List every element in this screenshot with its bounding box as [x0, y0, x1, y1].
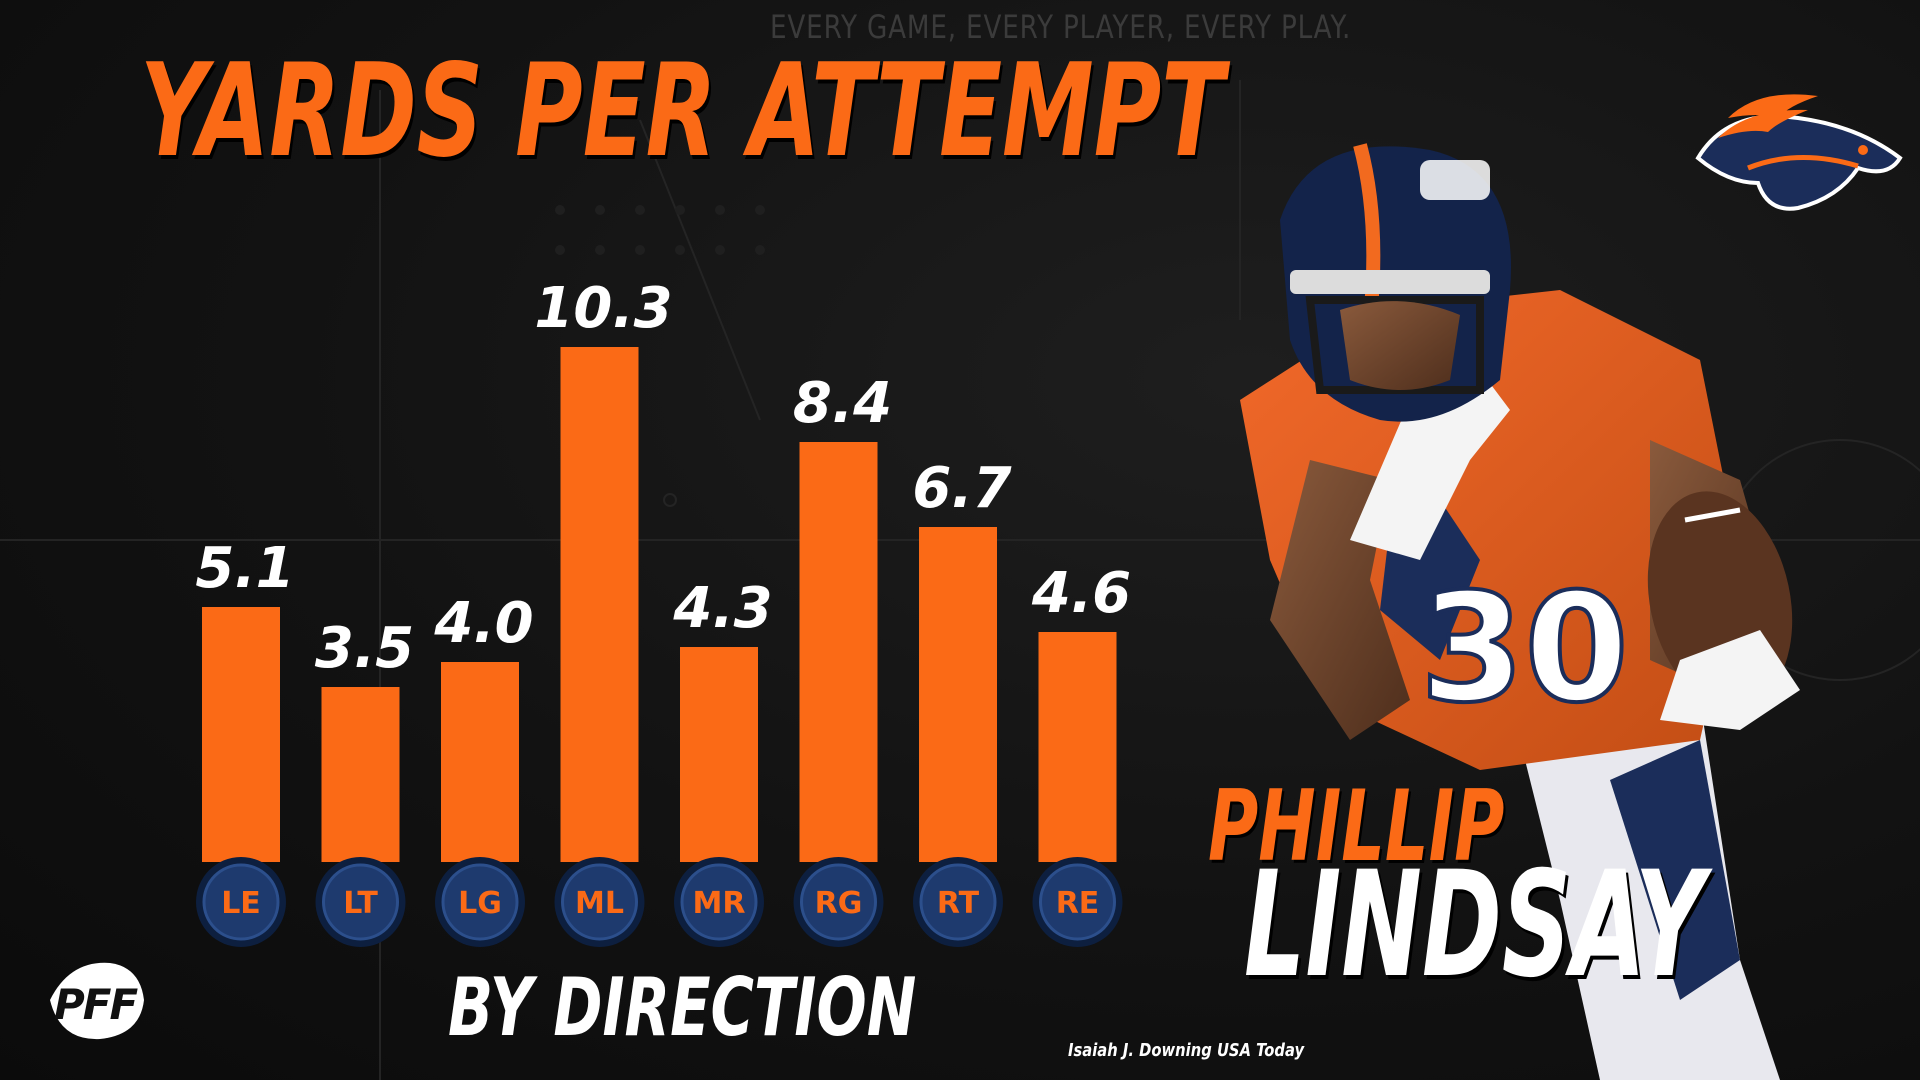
value-label-mr: 4.3: [672, 576, 772, 641]
chart-subtitle: BY DIRECTION: [448, 961, 917, 1054]
direction-badge-inner-rt: [919, 863, 997, 941]
category-label-rg: RG: [815, 886, 863, 921]
direction-badge-inner-mr: [680, 863, 758, 941]
bar-rt: [919, 527, 997, 862]
svg-text:30: 30: [1420, 562, 1629, 736]
bar-rg: [799, 442, 878, 862]
direction-badge-inner-re: [1039, 863, 1116, 941]
category-label-re: RE: [1056, 886, 1100, 921]
value-label-lg: 4.0: [433, 591, 533, 656]
direction-badge-inner-lt: [322, 863, 399, 941]
category-label-le: LE: [221, 886, 261, 921]
bar-lt: [321, 687, 400, 862]
direction-badge-inner-ml: [561, 863, 638, 941]
category-label-lt: LT: [343, 886, 378, 921]
category-label-rt: RT: [937, 886, 980, 921]
value-label-ml: 10.3: [534, 276, 672, 341]
category-label-mr: MR: [693, 886, 746, 921]
player-first-name: PHILLIP: [1208, 770, 1505, 884]
photo-credit: Isaiah J. Downing USA Today: [1068, 1040, 1305, 1061]
pff-logo-icon: [50, 962, 144, 1040]
bar-mr: [680, 647, 758, 862]
team-logo: [1695, 94, 1903, 211]
direction-badge-inner-lg: [441, 863, 519, 941]
category-label-lg: LG: [458, 886, 502, 921]
bar-le: [202, 607, 280, 862]
value-label-rt: 6.7: [912, 456, 1011, 521]
category-label-ml: ML: [575, 886, 624, 921]
bar-lg: [441, 662, 519, 862]
direction-badge-inner-rg: [800, 863, 877, 941]
value-label-rg: 8.4: [793, 371, 892, 436]
bar-ml: [560, 347, 639, 862]
player-photo: 30: [1240, 143, 1800, 1080]
player-last-name: LINDSAY: [1244, 840, 1705, 1010]
value-label-le: 5.1: [195, 536, 294, 601]
direction-badge-inner-le: [202, 863, 280, 941]
value-label-lt: 3.5: [315, 616, 414, 681]
brand-logo-text: PFF: [54, 980, 138, 1029]
bar-re: [1038, 632, 1117, 862]
chart-title: YARDS PER ATTEMPT: [140, 37, 1225, 186]
value-label-re: 4.6: [1031, 561, 1131, 626]
